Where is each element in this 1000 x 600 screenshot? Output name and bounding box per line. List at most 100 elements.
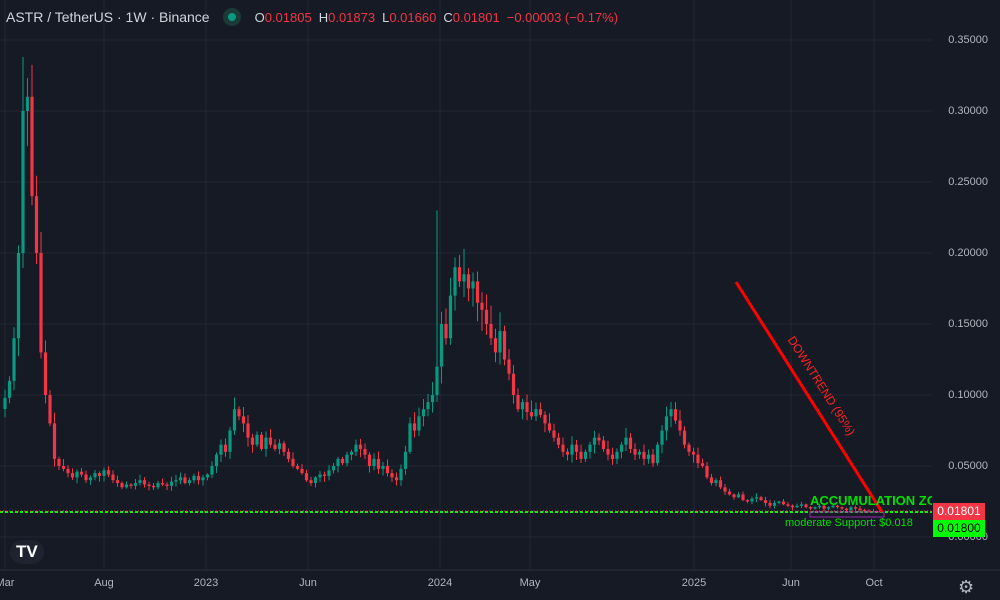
gear-icon[interactable]: ⚙ — [958, 577, 975, 597]
candles — [3, 57, 876, 513]
candle-body — [507, 359, 511, 374]
candle-body — [763, 500, 768, 503]
candle-body — [624, 437, 628, 445]
candle-body — [264, 437, 268, 449]
candle-body — [588, 444, 592, 452]
candle-body — [448, 295, 453, 339]
candle-body — [178, 477, 183, 481]
candle-body — [655, 444, 660, 464]
candle-body — [304, 473, 309, 481]
candle-body — [129, 484, 133, 486]
candle-body — [12, 338, 16, 381]
ohlc-close: C0.01801 — [443, 9, 500, 25]
candle-body — [273, 444, 277, 449]
candle-body — [385, 466, 390, 474]
candle-body — [705, 466, 709, 478]
grid-lines — [0, 0, 932, 570]
x-tick: Jun — [782, 577, 800, 589]
candle-body — [660, 430, 664, 445]
candle-body — [151, 485, 156, 488]
candle-body — [183, 477, 187, 484]
candle-body — [570, 444, 574, 455]
chart-header: ASTR / TetherUS · 1W · Binance O0.01805 … — [0, 0, 625, 34]
candle-body — [772, 502, 777, 506]
candle-body — [322, 474, 327, 476]
candle-body — [853, 507, 858, 509]
candle-body — [723, 487, 727, 492]
downtrend-label: DOWNTREND (95%) — [785, 334, 858, 438]
x-tick: 2025 — [681, 577, 707, 589]
candle-body — [646, 454, 651, 459]
candle-body — [417, 416, 421, 431]
candle-body — [412, 423, 417, 431]
candle-body — [187, 480, 192, 484]
candle-body — [453, 267, 457, 296]
candle-body — [367, 454, 372, 466]
y-tick: 0.35000 — [948, 34, 988, 46]
candle-body — [241, 416, 246, 424]
candle-body — [651, 454, 655, 464]
candle-body — [696, 454, 700, 464]
candle-body — [106, 470, 111, 475]
symbol-title[interactable]: ASTR / TetherUS · 1W · Binance — [6, 9, 210, 25]
candle-body — [673, 409, 678, 421]
accumulation-zone-box[interactable] — [809, 511, 885, 518]
candle-body — [79, 471, 84, 475]
candle-body — [255, 434, 259, 445]
candle-body — [493, 338, 498, 353]
candle-body — [381, 466, 385, 469]
candle-body — [336, 458, 340, 466]
candle-body — [169, 481, 174, 486]
candle-body — [547, 423, 552, 431]
candle-body — [399, 468, 403, 481]
candle-body — [66, 468, 70, 474]
candle-body — [48, 395, 52, 424]
candle-body — [462, 274, 466, 282]
y-tick: 0.20000 — [948, 247, 988, 259]
candle-body — [21, 111, 25, 253]
candle-body — [237, 409, 241, 417]
candle-body — [147, 484, 151, 486]
y-tick: 0.05000 — [948, 460, 988, 472]
candle-body — [480, 302, 484, 310]
candle-body — [466, 274, 471, 289]
candle-body — [799, 504, 804, 506]
candle-body — [30, 96, 34, 197]
candle-body — [529, 412, 534, 417]
candle-body — [327, 470, 331, 476]
candle-body — [340, 458, 345, 464]
tradingview-logo[interactable]: TV — [10, 540, 44, 564]
candle-body — [790, 505, 795, 508]
candle-body — [358, 444, 363, 449]
candle-body — [3, 397, 7, 409]
candle-body — [57, 458, 61, 466]
candle-body — [583, 451, 588, 459]
candle-body — [394, 477, 399, 481]
candle-body — [115, 480, 120, 484]
x-tick: 2023 — [193, 577, 219, 589]
y-tick: 0.30000 — [948, 105, 988, 117]
candle-body — [840, 507, 844, 509]
candle-body — [142, 480, 147, 485]
candle-body — [300, 468, 304, 474]
candle-body — [196, 475, 201, 481]
candle-body — [97, 473, 102, 476]
candle-body — [795, 505, 799, 508]
candle-body — [309, 480, 313, 484]
candle-body — [34, 196, 39, 253]
candle-body — [556, 437, 561, 445]
candle-body — [435, 366, 439, 395]
candle-body — [768, 502, 772, 506]
candle-body — [430, 395, 435, 403]
support-label: moderate Support: $0.018 — [785, 517, 913, 529]
downtrend-line[interactable] — [734, 281, 884, 513]
y-tick: 0.10000 — [948, 389, 988, 401]
candle-body — [718, 480, 723, 488]
candle-body — [192, 475, 196, 481]
candle-body — [444, 324, 448, 339]
support-price-label: 0.01800 — [933, 520, 985, 537]
candle-body — [156, 483, 160, 488]
candle-body — [363, 448, 367, 455]
x-tick: Mar — [0, 577, 15, 589]
